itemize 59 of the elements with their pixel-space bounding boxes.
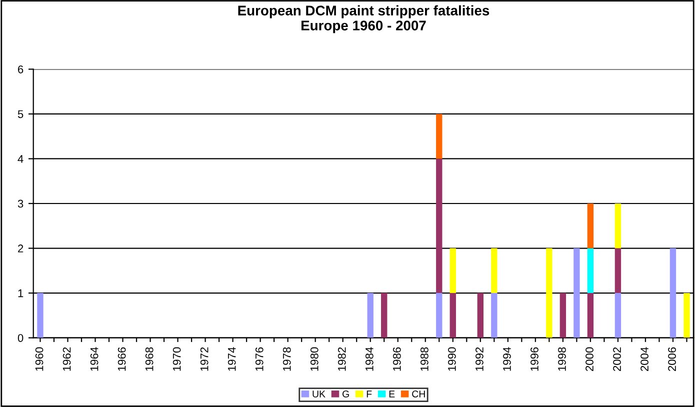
x-tick-label: 1970 xyxy=(172,347,181,371)
bar xyxy=(614,248,622,294)
y-tick-label: 5 xyxy=(18,110,24,118)
bar xyxy=(491,248,498,294)
x-tick-label: 2000 xyxy=(586,347,594,371)
x-tick-label: 1980 xyxy=(310,347,318,371)
x-tick-label: 1982 xyxy=(338,347,346,371)
bar xyxy=(450,248,456,294)
x-tick-label: 1974 xyxy=(228,347,236,371)
bar xyxy=(614,293,622,338)
bar xyxy=(491,293,498,338)
bar xyxy=(670,248,676,338)
bar xyxy=(381,293,388,338)
x-tick-label: 1968 xyxy=(145,347,154,371)
x-tick-label: 1988 xyxy=(420,347,428,371)
bar xyxy=(367,293,374,338)
bar xyxy=(37,293,44,338)
x-tick-label: 1962 xyxy=(62,347,71,371)
bar xyxy=(477,293,484,338)
bar xyxy=(546,248,552,338)
y-tick-label: 6 xyxy=(18,65,24,74)
x-tick-label: 2004 xyxy=(640,347,648,371)
bar xyxy=(587,248,594,294)
legend-label: CH xyxy=(412,390,425,398)
y-tick-label: 0 xyxy=(18,334,24,342)
legend-label: UK xyxy=(312,390,326,398)
x-tick-label: 1990 xyxy=(448,347,456,371)
x-tick-label: 1960 xyxy=(35,347,44,371)
x-tick-label: 1976 xyxy=(255,347,264,371)
bar xyxy=(560,293,566,338)
x-tick-label: 1994 xyxy=(503,347,511,371)
x-tick-label: 1964 xyxy=(90,347,98,371)
bar xyxy=(614,204,622,248)
x-tick-label: 1966 xyxy=(118,347,126,371)
x-tick-label: 1972 xyxy=(200,347,208,371)
y-tick-label: 1 xyxy=(18,289,24,298)
y-tick-label: 3 xyxy=(18,200,24,208)
x-tick-label: 2006 xyxy=(668,347,676,371)
bar xyxy=(684,293,690,338)
bar xyxy=(587,204,594,248)
bar xyxy=(450,293,456,338)
x-tick-label: 1996 xyxy=(530,347,538,371)
bar xyxy=(436,293,442,338)
legend-label: F xyxy=(366,390,372,398)
legend-label: E xyxy=(389,390,395,398)
x-tick-label: 2002 xyxy=(613,347,621,371)
bar xyxy=(436,158,442,294)
x-tick-label: 1992 xyxy=(476,347,484,371)
chart-title: European DCM paint stripper fatalities Europe 1960 - 2007 xyxy=(238,5,490,34)
x-tick-label: 1978 xyxy=(282,347,291,371)
bar xyxy=(574,248,580,338)
bar xyxy=(587,293,594,338)
y-tick-label: 4 xyxy=(18,155,24,163)
x-tick-label: 1986 xyxy=(392,347,401,371)
x-tick-label: 1998 xyxy=(558,347,566,371)
bar xyxy=(436,114,442,159)
legend-label: G xyxy=(342,390,349,398)
x-tick-label: 1984 xyxy=(365,347,374,371)
y-tick-label: 2 xyxy=(18,244,24,252)
